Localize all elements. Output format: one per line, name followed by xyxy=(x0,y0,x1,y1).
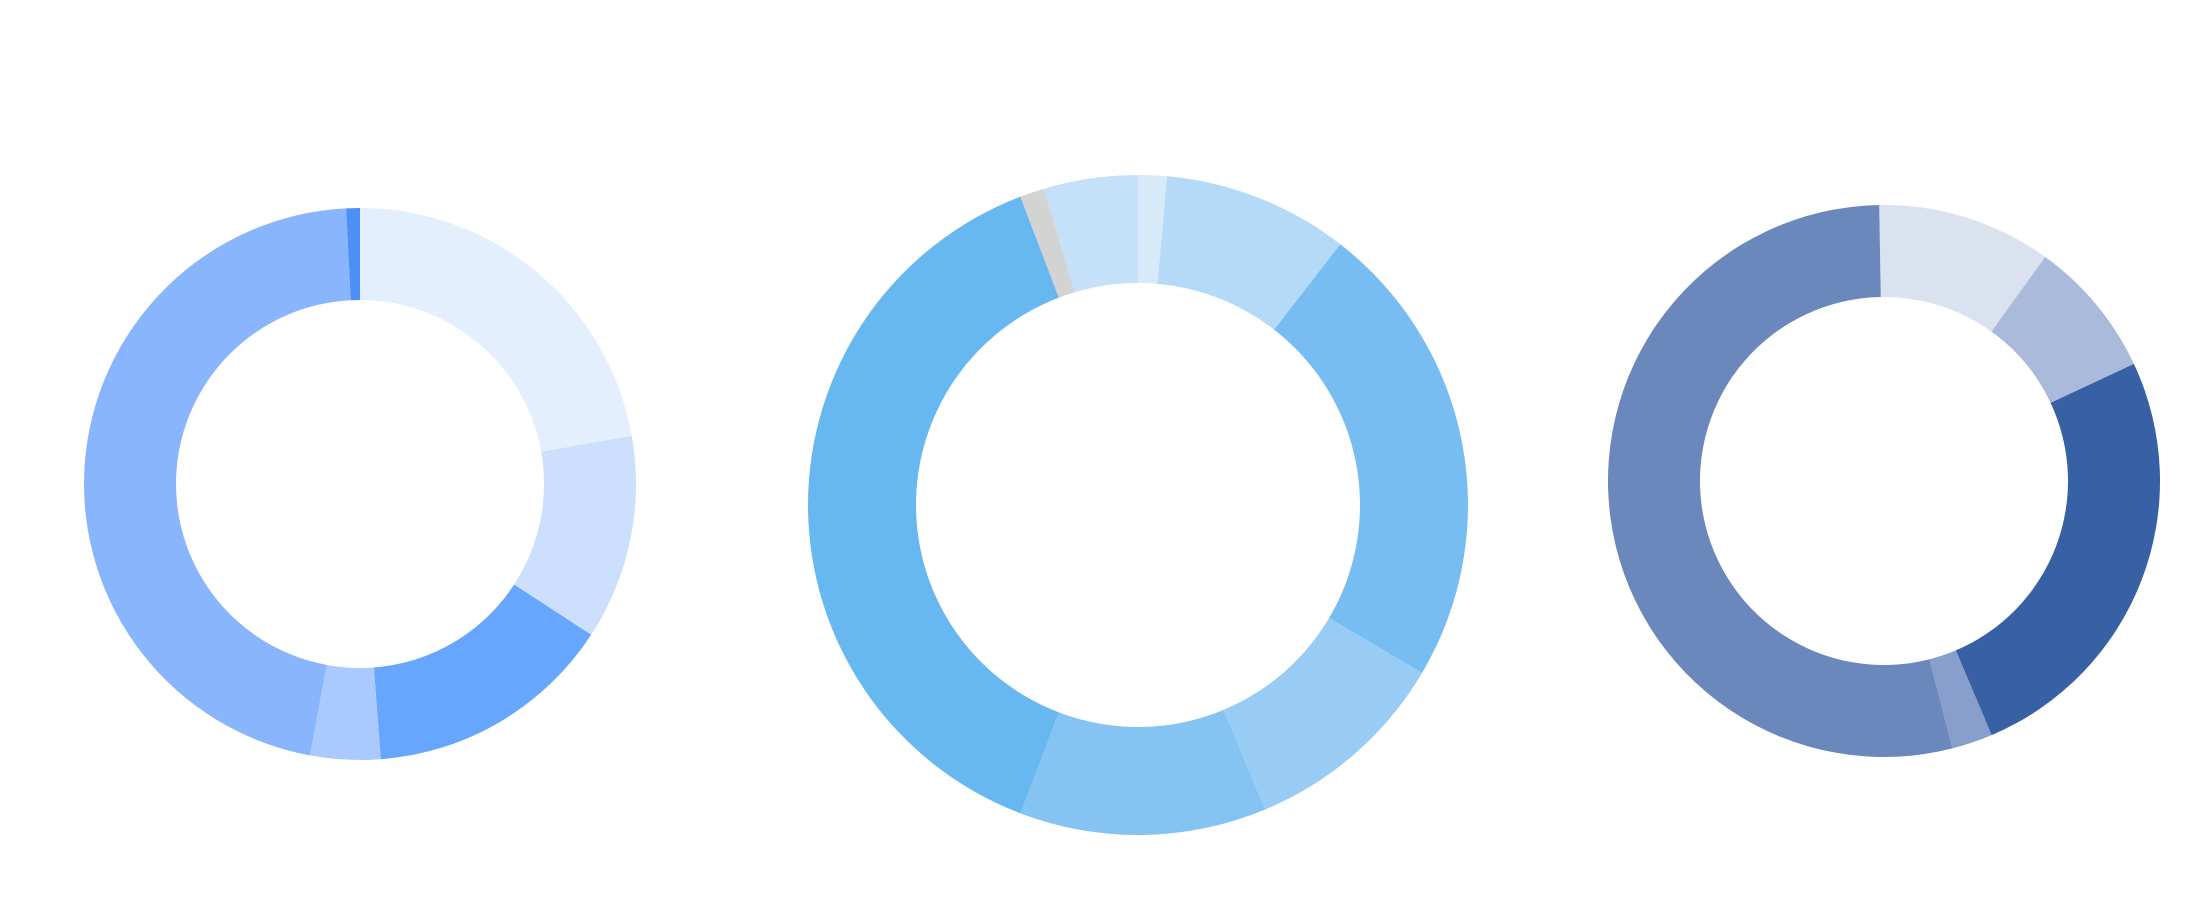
donut-1-slice-6 xyxy=(346,208,360,301)
donut-1-slice-1 xyxy=(360,208,632,452)
donut-3-slice-3 xyxy=(1955,363,2161,736)
donut-3-slice-1 xyxy=(1879,204,2046,332)
donut-1-slice-3 xyxy=(373,584,592,760)
donut-2-slice-5 xyxy=(1020,709,1266,835)
donut-2-slice-2 xyxy=(1157,176,1341,330)
donut-2-slice-1 xyxy=(1138,175,1167,284)
donut-3-slice-2 xyxy=(1991,256,2134,403)
donut-chart-2 xyxy=(807,175,1468,835)
donut-2-slice-8 xyxy=(1043,175,1138,293)
donut-1-slice-4 xyxy=(309,664,381,761)
donut-2-slice-3 xyxy=(1274,244,1468,673)
donut-1-slice-2 xyxy=(514,435,637,635)
donut-chart-3 xyxy=(1607,204,2161,757)
donut-chart-1 xyxy=(84,208,637,761)
donut-2-slice-4 xyxy=(1223,618,1423,810)
donut-2-slice-7 xyxy=(1020,188,1075,298)
donut-3-slice-4 xyxy=(1929,650,1992,749)
donut-3-slice-5 xyxy=(1607,205,1953,757)
donut-2-slice-6 xyxy=(807,196,1059,814)
donut-1-slice-5 xyxy=(84,208,351,756)
